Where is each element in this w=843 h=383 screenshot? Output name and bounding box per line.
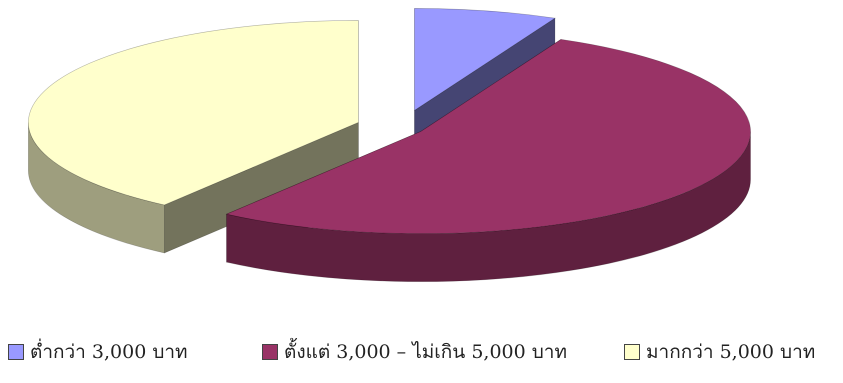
pie-slice-1 (225, 38, 751, 282)
legend-swatch (8, 344, 24, 360)
legend-item-above-5000: มากกว่า 5,000 บาท (624, 337, 815, 367)
legend-label: มากกว่า 5,000 บาท (646, 341, 816, 363)
slice-top (225, 39, 751, 234)
legend: ต่ำกว่า 3,000 บาท ตั้งแต่ 3,000 – ไม่เกิ… (0, 337, 843, 373)
pie-chart (28, 8, 751, 282)
slice-top (28, 20, 359, 206)
legend-item-3000-to-5000: ตั้งแต่ 3,000 – ไม่เกิน 5,000 บาท (262, 337, 567, 367)
legend-item-below-3000: ต่ำกว่า 3,000 บาท (8, 337, 188, 367)
legend-label: ต่ำกว่า 3,000 บาท (30, 341, 188, 363)
pie-slice-2 (28, 20, 359, 254)
legend-label: ตั้งแต่ 3,000 – ไม่เกิน 5,000 บาท (284, 341, 568, 363)
legend-swatch (262, 344, 278, 360)
slice-top (414, 8, 556, 111)
legend-swatch (624, 344, 640, 360)
